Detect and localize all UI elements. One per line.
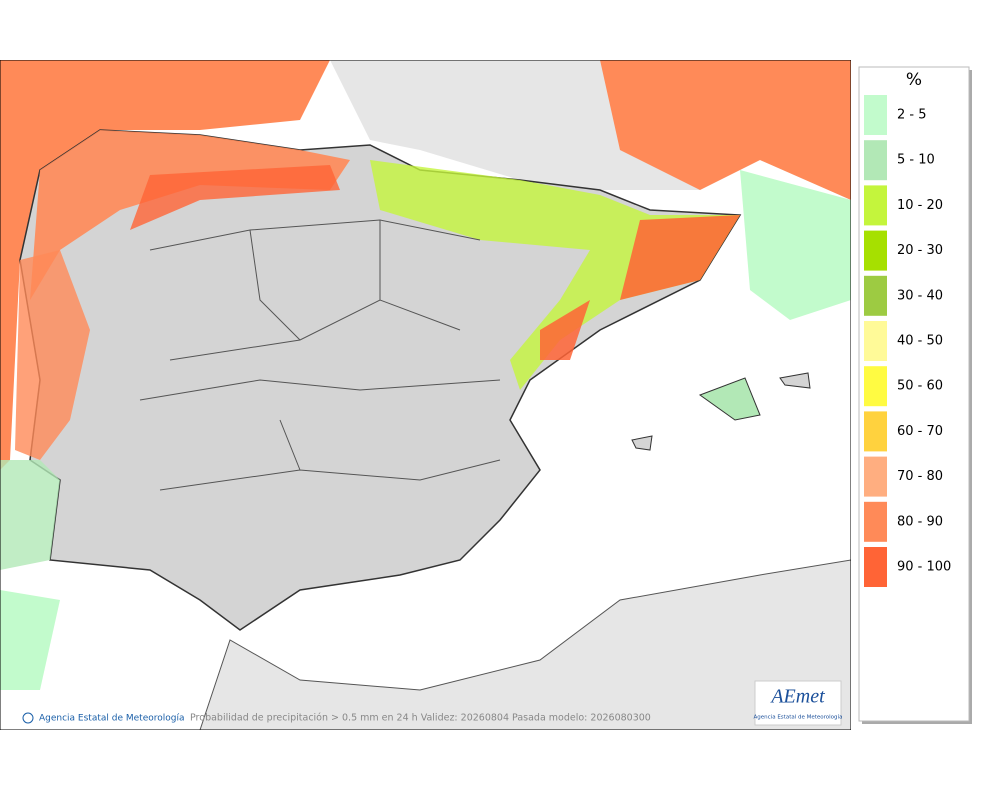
map [0, 60, 851, 730]
legend: 2 - 5 5 - 10 10 - 20 20 - 30 30 - 40 40 - 50 5… [864, 95, 951, 587]
legend-label: 60 - 70 [897, 424, 943, 439]
legend-swatch [864, 411, 887, 452]
logo-mark: AEmet [769, 686, 825, 708]
logo-box [754, 680, 842, 726]
legend-swatch [864, 140, 887, 181]
legend-swatch [864, 501, 887, 542]
legend-swatch [864, 321, 887, 361]
copyright-icon [22, 712, 34, 724]
legend-swatch [864, 230, 887, 271]
legend-label: 2 - 5 [897, 108, 927, 123]
legend-swatch [864, 456, 887, 497]
legend-swatch [864, 185, 887, 226]
legend-label: 30 - 40 [897, 288, 943, 303]
logo-text: Agencia Estatal de Meteorología [754, 714, 843, 721]
legend-label: 40 - 50 [897, 334, 943, 349]
legend-swatch [864, 95, 887, 135]
legend-label: 10 - 20 [897, 198, 943, 213]
caption: Probabilidad de precipitación > 0.5 mm e… [190, 713, 651, 724]
legend-title: % [906, 70, 922, 90]
legend-swatch [864, 547, 887, 587]
legend-label: 90 - 100 [897, 560, 951, 575]
legend-label: 70 - 80 [897, 469, 943, 484]
legend-label: 50 - 60 [897, 379, 943, 394]
legend-label: 80 - 90 [897, 514, 943, 529]
legend-label: 5 - 10 [897, 153, 935, 168]
legend-label: 20 - 30 [897, 243, 943, 258]
legend-swatch [864, 275, 887, 316]
credit: Agencia Estatal de Meteorología [39, 714, 185, 724]
legend-swatch [864, 366, 887, 407]
